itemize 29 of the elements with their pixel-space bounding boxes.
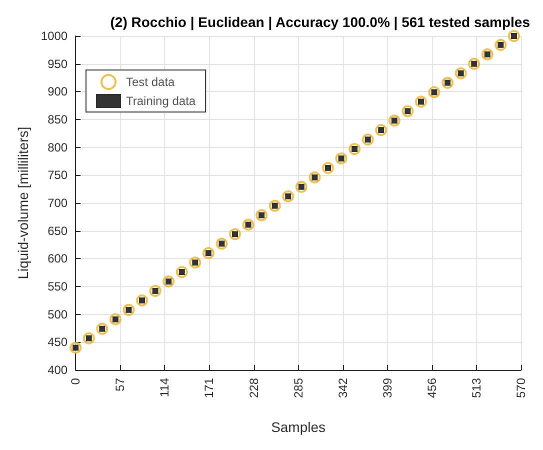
y-axis-title: Liquid-volume [milliliters] [15,126,31,280]
legend-label: Training data [126,94,196,108]
x-tick-label: 570 [514,378,528,398]
x-tick-label: 285 [291,378,306,398]
y-tick-label: 1000 [40,29,68,43]
chart-title: (2) Rocchio | Euclidean | Accuracy 100.0% | 561 tested samples [110,14,530,31]
y-tick-label: 450 [48,335,68,350]
x-tick-label: 171 [202,378,216,398]
x-tick-label: 399 [380,378,394,398]
y-tick-label: 500 [48,307,68,322]
y-tick-label: 400 [48,363,68,377]
y-tick-label: 550 [48,280,68,294]
y-tick-label: 600 [48,252,68,266]
y-tick-label: 850 [48,112,68,126]
y-tick-label: 700 [48,196,68,210]
x-axis-title: Samples [271,419,326,435]
x-tick-label: 114 [158,378,172,398]
x-tick-label: 456 [424,378,439,398]
legend-label: Test data [126,75,176,89]
y-tick-label: 650 [48,224,68,238]
y-tick-label: 800 [48,140,68,154]
x-tick-label: 513 [469,378,484,398]
y-tick-label: 950 [48,56,68,71]
y-tick-label: 900 [48,84,68,99]
x-tick-label: 342 [336,378,350,398]
x-tick-label: 0 [68,378,83,385]
y-tick-label: 750 [48,168,68,182]
x-tick-label: 228 [246,378,261,398]
x-tick-label: 57 [113,378,128,392]
